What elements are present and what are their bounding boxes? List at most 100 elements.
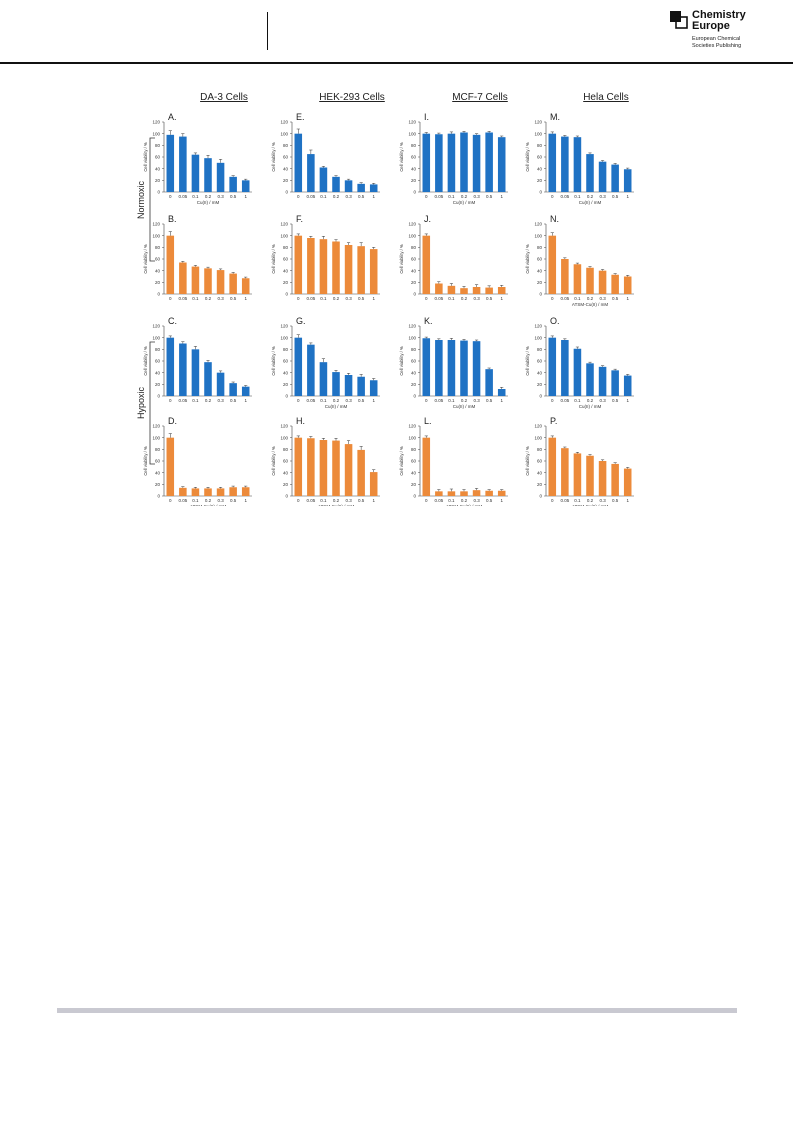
- panel-label-i: I.: [424, 112, 429, 122]
- bar-i: [447, 133, 456, 192]
- y-tick-label-g: 120: [280, 324, 288, 329]
- y-tick-label-d: 40: [155, 470, 161, 475]
- y-axis-label-i: Cell viability / %: [399, 142, 404, 172]
- bar-c: [204, 362, 212, 396]
- panel-label-f: F.: [296, 214, 303, 224]
- y-axis-label-g: Cell viability / %: [271, 346, 276, 376]
- logo-line-1: Chemistry: [692, 9, 746, 21]
- x-tick-label-c: 0: [169, 398, 172, 403]
- y-axis-label-f: Cell viability / %: [271, 244, 276, 274]
- panel-label-o: O.: [550, 316, 560, 326]
- x-tick-label-b: 0.3: [217, 296, 224, 301]
- x-tick-label-c: 0.5: [230, 398, 237, 403]
- x-tick-label-g: 0: [297, 398, 300, 403]
- y-tick-label-m: 60: [537, 155, 543, 160]
- x-tick-label-e: 0.3: [345, 194, 352, 199]
- bar-b: [229, 273, 237, 294]
- x-tick-label-n: 0.1: [574, 296, 581, 301]
- y-tick-label-k: 120: [408, 324, 416, 329]
- x-tick-label-a: 0.1: [192, 194, 199, 199]
- logo-line-2: Europe: [692, 20, 730, 32]
- y-tick-label-e: 0: [285, 190, 288, 195]
- bar-m: [548, 133, 557, 192]
- column-title-hek293: HEK-293 Cells: [319, 92, 385, 103]
- y-tick-label-o: 120: [534, 324, 542, 329]
- bar-l: [497, 490, 506, 496]
- x-tick-label-f: 0.5: [358, 296, 365, 301]
- column-title-mcf7: MCF-7 Cells: [452, 92, 508, 103]
- bar-d: [204, 488, 212, 496]
- x-axis-label-o: Cu(II) / mM: [579, 404, 602, 409]
- x-axis-label-d: ATSM-Cu(II) / mM: [190, 504, 226, 506]
- y-tick-label-e: 80: [283, 143, 289, 148]
- bar-b: [179, 262, 187, 294]
- x-tick-label-h: 1: [372, 498, 375, 503]
- panel-label-b: B.: [168, 214, 177, 224]
- y-axis-label-j: Cell viability / %: [399, 244, 404, 274]
- panel-label-n: N.: [550, 214, 559, 224]
- y-tick-label-f: 80: [283, 245, 289, 250]
- bar-l: [485, 490, 493, 496]
- bar-a: [216, 162, 225, 192]
- chemistry-europe-logo: Chemistry Europe European Chemical Socie…: [670, 10, 785, 56]
- x-tick-label-e: 0.05: [306, 194, 315, 199]
- hypoxic-bracket: [149, 341, 155, 465]
- y-tick-label-f: 120: [280, 222, 288, 227]
- bar-b: [166, 235, 175, 294]
- x-tick-label-i: 1: [500, 194, 503, 199]
- y-tick-label-k: 60: [411, 359, 417, 364]
- x-tick-label-l: 0.3: [473, 498, 480, 503]
- panel-label-l: L.: [424, 416, 432, 426]
- bar-f: [294, 235, 303, 294]
- x-axis-label-m: Cu(II) / mM: [579, 200, 602, 205]
- x-tick-label-f: 0.1: [320, 296, 327, 301]
- x-tick-label-c: 0.2: [205, 398, 212, 403]
- x-axis-label-h: ATSM-Cu(II) / mM: [318, 504, 354, 506]
- bar-m: [611, 164, 619, 192]
- bar-h: [344, 444, 353, 496]
- bar-n: [561, 259, 569, 294]
- bar-i: [472, 134, 481, 192]
- bar-e: [332, 176, 340, 192]
- x-tick-label-h: 0.2: [333, 498, 340, 503]
- bar-f: [307, 238, 315, 294]
- bar-i: [497, 137, 506, 192]
- y-tick-label-k: 0: [413, 394, 416, 399]
- x-tick-label-f: 1: [372, 296, 375, 301]
- bar-c: [191, 349, 200, 396]
- column-title-da3: DA-3 Cells: [200, 92, 248, 103]
- bar-p: [623, 468, 632, 496]
- normoxic-bracket: [149, 137, 155, 262]
- bar-h: [357, 449, 365, 496]
- y-tick-label-m: 40: [537, 166, 543, 171]
- x-tick-label-d: 0.5: [230, 498, 237, 503]
- x-tick-label-m: 1: [626, 194, 629, 199]
- x-tick-label-j: 0.1: [448, 296, 455, 301]
- y-tick-label-d: 80: [155, 447, 161, 452]
- y-axis-label-k: Cell viability / %: [399, 346, 404, 376]
- y-tick-label-j: 120: [408, 222, 416, 227]
- bar-d: [216, 488, 225, 496]
- y-tick-label-n: 120: [534, 222, 542, 227]
- y-tick-label-m: 80: [537, 143, 543, 148]
- footer-rule: [57, 1008, 737, 1013]
- x-tick-label-c: 1: [244, 398, 247, 403]
- y-tick-label-j: 40: [411, 268, 417, 273]
- x-tick-label-l: 0.2: [461, 498, 468, 503]
- bar-d: [229, 487, 237, 496]
- bar-l: [435, 491, 443, 496]
- x-tick-label-j: 0: [425, 296, 428, 301]
- bar-a: [166, 134, 175, 192]
- panel-label-c: C.: [168, 316, 177, 326]
- y-tick-label-m: 100: [534, 131, 542, 136]
- y-tick-label-p: 20: [537, 482, 543, 487]
- y-tick-label-l: 20: [411, 482, 417, 487]
- bar-g: [357, 376, 365, 396]
- y-tick-label-a: 0: [157, 190, 160, 195]
- bar-o: [598, 366, 607, 396]
- bar-b: [204, 268, 212, 294]
- y-tick-label-j: 0: [413, 292, 416, 297]
- y-tick-label-h: 20: [283, 482, 289, 487]
- x-tick-label-a: 0.5: [230, 194, 237, 199]
- y-tick-label-a: 100: [152, 131, 160, 136]
